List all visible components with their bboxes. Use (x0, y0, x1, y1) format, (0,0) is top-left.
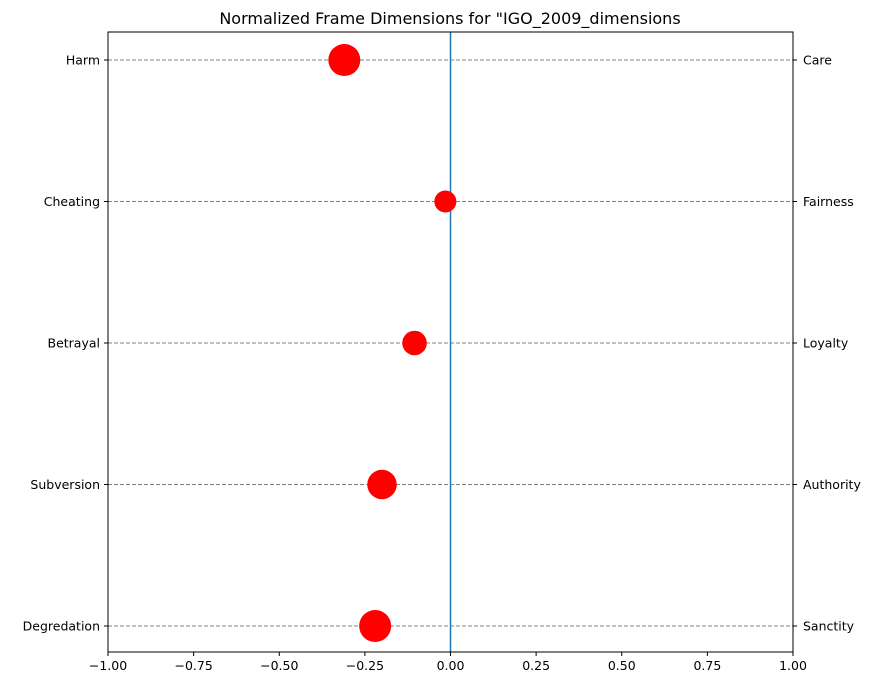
right-tick-label: Fairness (803, 194, 854, 209)
x-tick-label: 0.25 (522, 658, 550, 673)
x-tick-label: −0.75 (174, 658, 212, 673)
left-tick-label: Betrayal (48, 336, 101, 351)
right-tick-label: Sanctity (803, 619, 855, 634)
data-point (367, 469, 397, 500)
x-tick-label: −1.00 (89, 658, 127, 673)
x-tick-label: −0.25 (346, 658, 384, 673)
data-point (402, 330, 427, 356)
right-tick-label: Care (803, 53, 832, 68)
x-tick-label: 0.50 (608, 658, 636, 673)
x-tick-label: 1.00 (779, 658, 807, 673)
x-tick-label: 0.75 (693, 658, 721, 673)
left-tick-label: Cheating (44, 194, 100, 209)
data-point (359, 610, 392, 642)
left-tick-label: Degredation (23, 619, 100, 634)
left-axis-labels: Harm Cheating Betrayal Subversion Degredatio… (23, 53, 108, 634)
data-points (328, 44, 457, 642)
chart-title: Normalized Frame Dimensions for "IGO_200… (219, 9, 680, 29)
right-tick-label: Loyalty (803, 336, 849, 351)
x-tick-label: −0.50 (260, 658, 298, 673)
data-point (434, 190, 457, 213)
data-point (328, 44, 361, 76)
right-axis-labels: Care Fairness Loyalty Authority Sanctity (793, 53, 861, 634)
right-tick-label: Authority (803, 477, 861, 492)
x-tick-label: 0.00 (437, 658, 465, 673)
left-tick-label: Harm (66, 53, 100, 68)
left-tick-label: Subversion (30, 477, 100, 492)
x-axis-ticks: −1.00 −0.75 −0.50 −0.25 0.00 0.25 0.50 0.75 1.00 (89, 652, 807, 673)
